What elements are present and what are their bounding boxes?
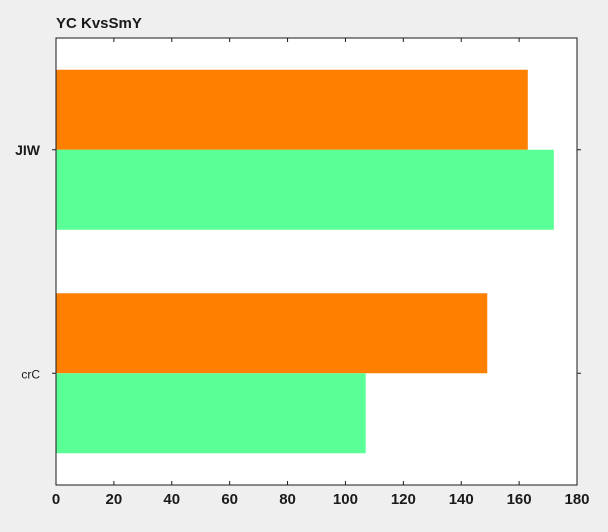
bar-jiw-series-2 — [56, 149, 554, 230]
x-tick-label: 0 — [52, 491, 60, 508]
chart-title: YC KvsSmY — [56, 15, 142, 32]
x-tick-label: 160 — [507, 491, 532, 508]
bars-group — [56, 69, 554, 454]
x-tick-label: 180 — [564, 491, 589, 508]
y-tick-label: JIW — [15, 142, 41, 158]
y-tick-label: crC — [21, 367, 40, 381]
bar-jiw-series-1 — [56, 69, 528, 150]
x-tick-label: 40 — [163, 491, 180, 508]
bar-crc-series-2 — [56, 373, 366, 454]
x-tick-label: 140 — [449, 491, 474, 508]
x-tick-label: 100 — [333, 491, 358, 508]
x-tick-label: 60 — [221, 491, 238, 508]
plot-frame — [55, 37, 578, 486]
bar-crc-series-1 — [56, 293, 488, 374]
x-tick-label: 20 — [106, 491, 123, 508]
x-tick-label: 80 — [279, 491, 296, 508]
x-tick-label: 120 — [391, 491, 416, 508]
